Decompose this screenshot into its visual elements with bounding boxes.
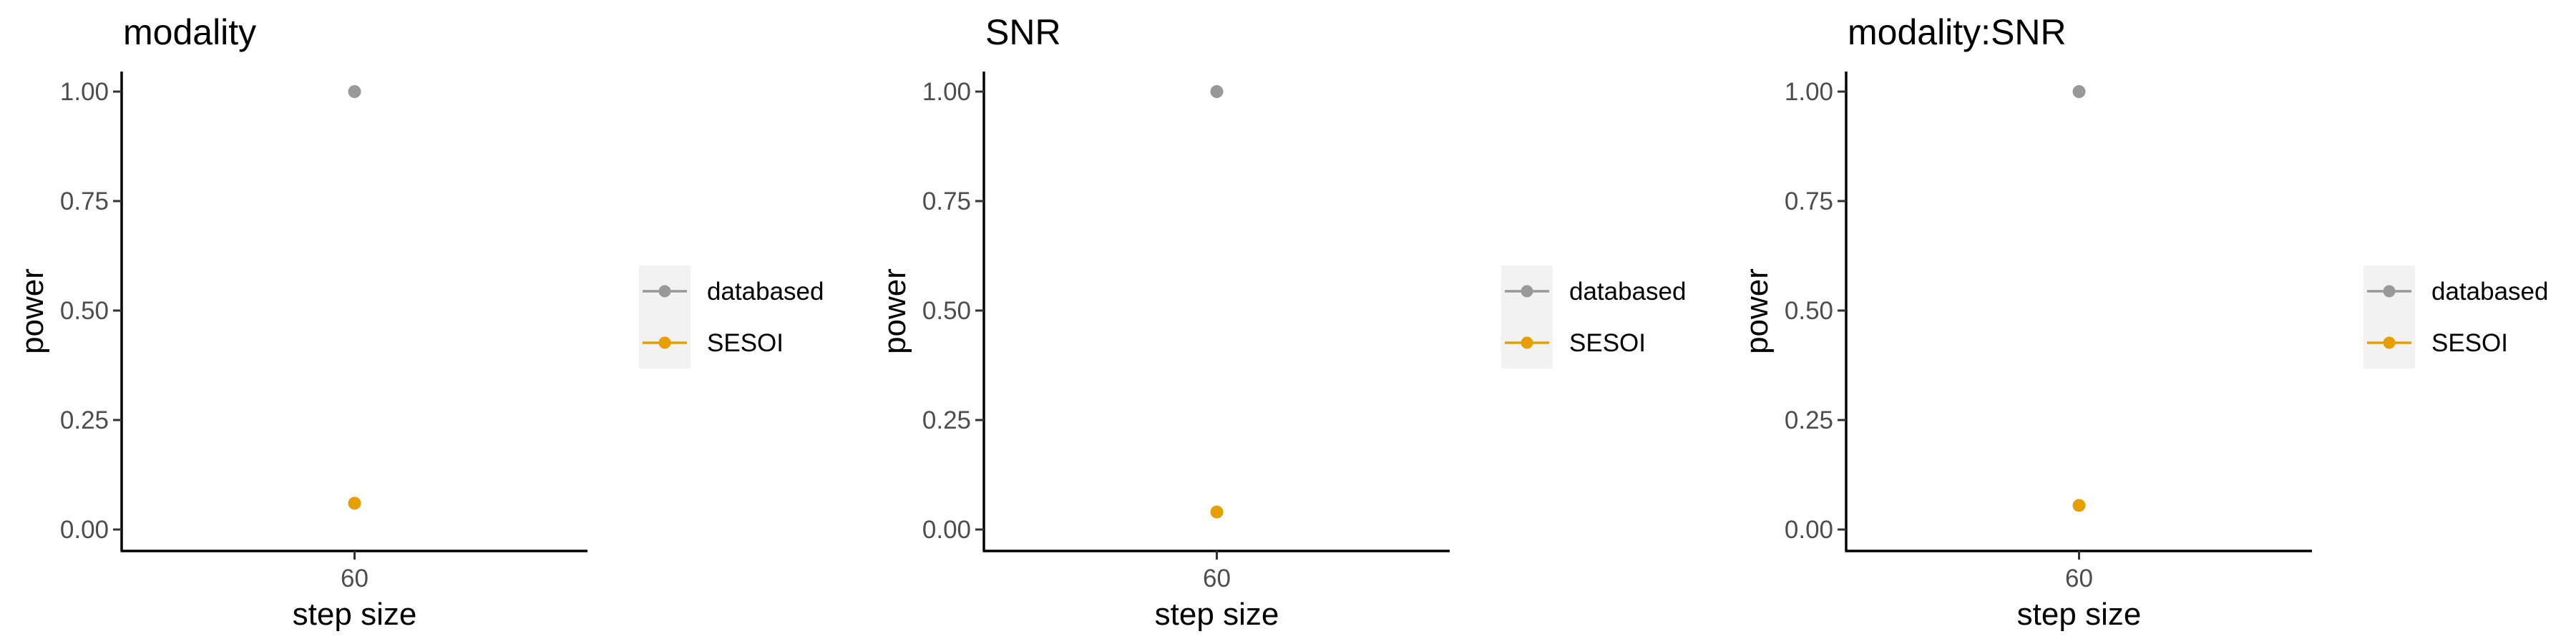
legend-key-point bbox=[658, 285, 671, 298]
x-tick-label: 60 bbox=[2065, 565, 2093, 592]
legend-label: databased bbox=[1569, 278, 1686, 306]
y-tick-label: 0.50 bbox=[922, 297, 971, 325]
x-axis-title: step size bbox=[2017, 597, 2142, 632]
data-point-SESOI bbox=[2072, 499, 2086, 512]
y-axis-title: power bbox=[15, 268, 50, 354]
legend-label: SESOI bbox=[2431, 329, 2508, 357]
y-tick-label: 0.25 bbox=[60, 406, 109, 434]
chart-title: modality:SNR bbox=[1848, 12, 2067, 52]
legend-label: SESOI bbox=[707, 329, 784, 357]
y-tick-label: 0.25 bbox=[1785, 406, 1833, 434]
data-point-databased bbox=[348, 85, 361, 98]
y-tick-label: 0.50 bbox=[1785, 297, 1833, 325]
chart-title: modality bbox=[123, 12, 256, 52]
x-tick-label: 60 bbox=[1203, 565, 1231, 592]
chart-panel-1: SNR 0.00 0.25 0.50 0.75 1.00 60 step size power d… bbox=[877, 12, 1686, 632]
y-tick-label: 0.50 bbox=[60, 297, 109, 325]
x-axis-title: step size bbox=[1155, 597, 1279, 632]
data-point-databased bbox=[1210, 85, 1224, 98]
legend-key-point bbox=[2383, 285, 2396, 298]
legend-label: databased bbox=[707, 278, 824, 306]
y-tick-label: 0.75 bbox=[60, 187, 109, 215]
legend-key-point bbox=[1521, 285, 1533, 298]
legend: databased SESOI bbox=[639, 265, 824, 369]
y-tick-label: 1.00 bbox=[1785, 78, 1833, 106]
chart-panel-2: modality:SNR 0.00 0.25 0.50 0.75 1.00 60 step s… bbox=[1740, 12, 2548, 632]
legend-label: SESOI bbox=[1569, 329, 1646, 357]
y-tick-label: 1.00 bbox=[60, 78, 109, 106]
y-tick-label: 0.00 bbox=[1785, 516, 1833, 544]
data-point-SESOI bbox=[1210, 505, 1224, 519]
legend-label: databased bbox=[2431, 278, 2548, 306]
data-point-SESOI bbox=[348, 497, 361, 510]
y-axis-title: power bbox=[877, 268, 912, 354]
y-tick-label: 0.00 bbox=[922, 516, 971, 544]
legend-key-background bbox=[2363, 265, 2415, 369]
y-axis-title: power bbox=[1740, 268, 1775, 354]
y-tick-label: 0.25 bbox=[922, 406, 971, 434]
y-tick-label: 0.75 bbox=[1785, 187, 1833, 215]
legend-key-point bbox=[2383, 336, 2396, 349]
x-axis-title: step size bbox=[293, 597, 417, 632]
y-tick-label: 0.00 bbox=[60, 516, 109, 544]
legend-key-background bbox=[1501, 265, 1553, 369]
legend: databased SESOI bbox=[1501, 265, 1686, 369]
chart-panel-0: modality 0.00 0.25 0.50 0.75 1.00 60 step size p… bbox=[15, 12, 824, 632]
y-tick-label: 1.00 bbox=[922, 78, 971, 106]
legend-key-background bbox=[639, 265, 691, 369]
y-tick-label: 0.75 bbox=[922, 187, 971, 215]
chart-title: SNR bbox=[985, 12, 1061, 52]
x-tick-label: 60 bbox=[341, 565, 369, 592]
legend-key-point bbox=[658, 336, 671, 349]
data-point-databased bbox=[2072, 85, 2086, 98]
legend: databased SESOI bbox=[2363, 265, 2548, 369]
legend-key-point bbox=[1521, 336, 1533, 349]
